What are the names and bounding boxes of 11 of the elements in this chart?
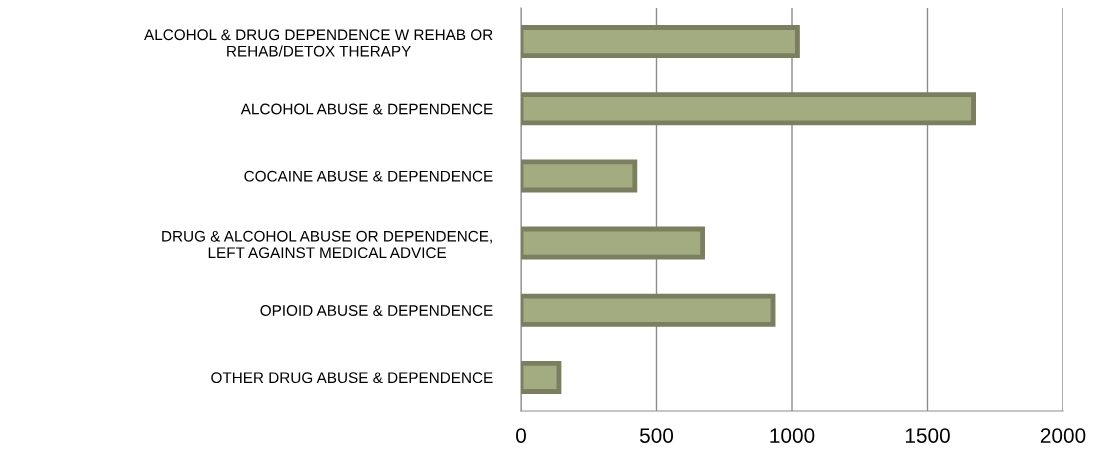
x-tick-label: 500 — [639, 428, 674, 443]
y-tick-label: DRUG & ALCOHOL ABUSE OR DEPENDENCE, LEFT AGAINST MEDICAL ADVICE — [162, 230, 492, 259]
x-tick-label: 1000 — [770, 428, 815, 443]
x-tick-label: 2000 — [1040, 428, 1086, 443]
x-tick-label: 0 — [516, 428, 526, 443]
y-tick-label: COCAINE ABUSE & DEPENDENCE — [244, 170, 493, 182]
y-tick-label: OPIOID ABUSE & DEPENDENCE — [260, 305, 493, 316]
y-tick-label: OTHER DRUG ABUSE & DEPENDENCE — [211, 372, 493, 384]
y-tick-label: ALCOHOL ABUSE & DEPENDENCE — [240, 103, 493, 115]
x-tick-label: 1500 — [905, 428, 950, 443]
y-tick-label: ALCOHOL & DRUG DEPENDENCE W REHAB OR REHAB/DETOX THERAPY — [144, 29, 493, 57]
